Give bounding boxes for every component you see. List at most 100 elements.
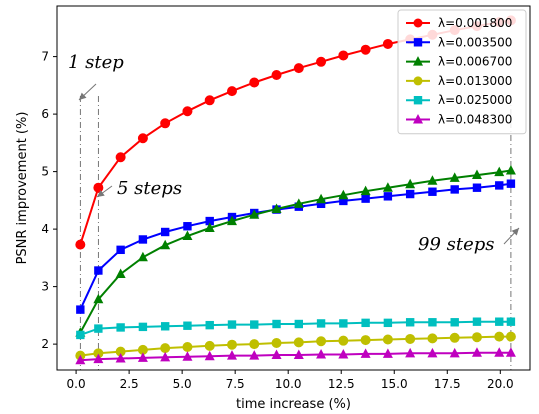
data-point-s2-5 [160, 227, 170, 237]
data-point-s4-7 [204, 340, 215, 351]
data-point-s6-21 [505, 347, 516, 357]
data-point-s6-4 [137, 352, 148, 362]
data-point-s3-21 [505, 164, 516, 175]
data-point-s5-12 [316, 319, 326, 328]
x-axis-title: time increase (%) [236, 397, 351, 412]
data-point-s5-2 [94, 324, 103, 333]
data-point-s6-3 [115, 352, 126, 363]
data-point-s5-20 [495, 317, 504, 326]
y-axis-title: PSNR improvement (%) [15, 112, 30, 265]
data-point-s6-14 [360, 348, 371, 358]
annotations: 1 step 5 steps 99 steps [68, 52, 520, 255]
data-point-s5-1 [76, 330, 85, 340]
data-point-s5-17 [428, 318, 437, 327]
data-point-s4-15 [382, 334, 393, 345]
x-tick-label: 17.5 [434, 377, 461, 391]
data-point-s1-11 [293, 63, 304, 74]
legend-marker-2 [413, 38, 423, 47]
data-point-s6-9 [249, 350, 260, 360]
data-point-s6-20 [494, 347, 505, 357]
legend-box [397, 9, 527, 135]
data-point-s6-5 [160, 351, 171, 362]
data-point-s2-2 [94, 266, 103, 275]
legend-marker-4 [413, 76, 423, 86]
data-point-s5-11 [294, 319, 304, 329]
data-point-s4-10 [271, 337, 282, 348]
data-point-s5-19 [472, 317, 482, 326]
data-point-s2-13 [339, 196, 348, 206]
legend-label-6: λ=0.048300 [438, 113, 512, 127]
data-point-s3-5 [160, 239, 171, 250]
data-point-s1-5 [160, 118, 171, 129]
data-point-s6-13 [338, 348, 349, 359]
data-point-s4-17 [427, 333, 438, 344]
data-point-s6-1 [75, 354, 86, 365]
data-point-s5-5 [160, 322, 170, 331]
data-point-s4-19 [471, 332, 482, 343]
data-point-s6-17 [427, 347, 438, 358]
annotation-label-3: 99 steps [418, 234, 495, 255]
legend-label-5: λ=0.025000 [438, 93, 512, 107]
data-point-s1-7 [204, 95, 215, 106]
data-point-s4-13 [338, 335, 349, 346]
data-point-s1-8 [226, 86, 237, 97]
data-point-s4-5 [160, 343, 171, 354]
x-tick-label: 7.5 [226, 377, 245, 391]
annotation-arrowhead-1 [79, 92, 87, 100]
data-point-s3-19 [471, 169, 482, 180]
data-point-s2-19 [472, 183, 482, 192]
data-point-s3-2 [93, 293, 104, 304]
data-point-s6-18 [449, 347, 460, 358]
data-point-s5-7 [205, 320, 214, 330]
data-point-s3-18 [449, 172, 460, 182]
legend: λ=0.001800 λ=0.003500 λ=0.006700 λ=0.013000… [397, 9, 527, 135]
y-tick-label: 4 [41, 222, 49, 236]
legend-marker-6 [413, 114, 423, 124]
x-tick-label: 2.5 [120, 377, 139, 391]
data-point-s2-1 [76, 305, 85, 314]
data-point-s3-14 [360, 185, 371, 196]
data-point-s2-14 [361, 194, 370, 203]
legend-label-3: λ=0.006700 [438, 55, 512, 69]
data-point-s6-10 [271, 349, 282, 360]
data-point-s3-9 [249, 209, 260, 219]
y-tick-label: 6 [41, 107, 49, 121]
legend-marker-5 [413, 96, 423, 105]
data-point-s6-7 [204, 350, 215, 361]
x-tick-label: 20.0 [487, 377, 514, 391]
data-point-s5-14 [361, 318, 370, 328]
y-tick-label: 2 [41, 337, 49, 351]
data-point-s2-17 [428, 187, 437, 196]
data-point-s4-21 [505, 331, 516, 342]
x-tick-label: 5.0 [173, 377, 192, 391]
data-point-s2-6 [183, 222, 192, 231]
data-point-s4-11 [293, 337, 304, 348]
data-point-s2-20 [495, 181, 504, 190]
data-point-s5-8 [227, 320, 237, 329]
data-point-s5-6 [183, 321, 192, 330]
data-point-s3-17 [427, 175, 438, 185]
data-point-s6-15 [382, 348, 393, 358]
data-point-s2-12 [316, 199, 326, 209]
x-tick-label: 0.0 [67, 377, 86, 391]
data-point-s5-13 [339, 319, 348, 328]
data-point-s5-4 [138, 322, 148, 332]
data-point-s4-14 [360, 335, 371, 346]
data-point-s1-1 [75, 239, 86, 250]
data-point-s3-7 [204, 222, 215, 232]
data-point-s1-10 [271, 70, 282, 81]
axes-frame [56, 5, 531, 371]
axes: 0.0 2.5 5.0 7.5 10.0 12.5 15.0 17.5 20.0 2 3 4 5 6 7 ti… [15, 5, 531, 412]
data-point-s5-18 [450, 318, 459, 327]
data-point-s5-15 [383, 318, 393, 328]
data-point-s4-20 [494, 331, 505, 342]
data-point-s5-21 [506, 317, 516, 326]
y-tick-label: 3 [41, 280, 49, 294]
y-tick-label: 5 [41, 165, 49, 179]
data-point-s3-16 [405, 178, 416, 189]
legend-marker-3 [413, 56, 423, 66]
data-point-s2-18 [450, 185, 459, 194]
data-point-s1-9 [249, 77, 260, 88]
data-point-s1-6 [182, 106, 193, 117]
